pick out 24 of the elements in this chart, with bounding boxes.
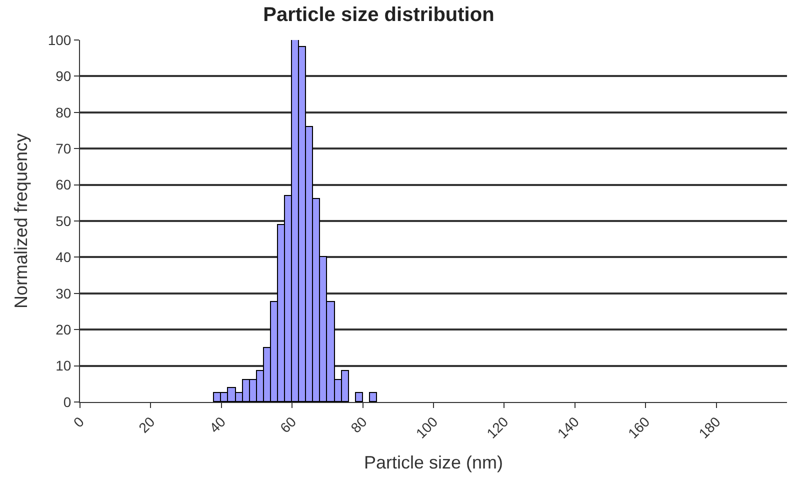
y-tick-label: 60 <box>56 176 72 193</box>
y-axis-title: Normalized frequency <box>11 133 32 309</box>
y-tick-label: 20 <box>56 322 72 338</box>
y-tick-label: 0 <box>63 394 72 410</box>
y-tick-label: 70 <box>56 140 72 156</box>
x-tick-label: 80 <box>348 413 370 436</box>
x-tick-label: 180 <box>696 413 724 442</box>
x-tick-label: 60 <box>276 413 300 436</box>
x-tick-label: 160 <box>624 413 653 442</box>
x-tick-label: 20 <box>135 413 158 436</box>
y-tick-label: 10 <box>56 358 72 374</box>
y-tick-label: 90 <box>56 68 72 84</box>
x-tick-label: 120 <box>483 413 512 442</box>
y-tick-label: 40 <box>56 249 72 266</box>
y-tick-label: 100 <box>48 32 72 48</box>
x-axis-title: Particle size (nm) <box>364 452 504 472</box>
chart-title: Particle size distribution <box>263 4 494 26</box>
x-tick-label: 40 <box>206 413 229 436</box>
y-tick-label: 80 <box>56 104 72 120</box>
y-tick-label: 50 <box>56 212 72 229</box>
x-tick-label: 0 <box>70 413 88 430</box>
y-tick-label: 30 <box>56 285 72 302</box>
x-tick-label: 140 <box>554 413 582 442</box>
x-tick-label: 100 <box>412 413 441 442</box>
